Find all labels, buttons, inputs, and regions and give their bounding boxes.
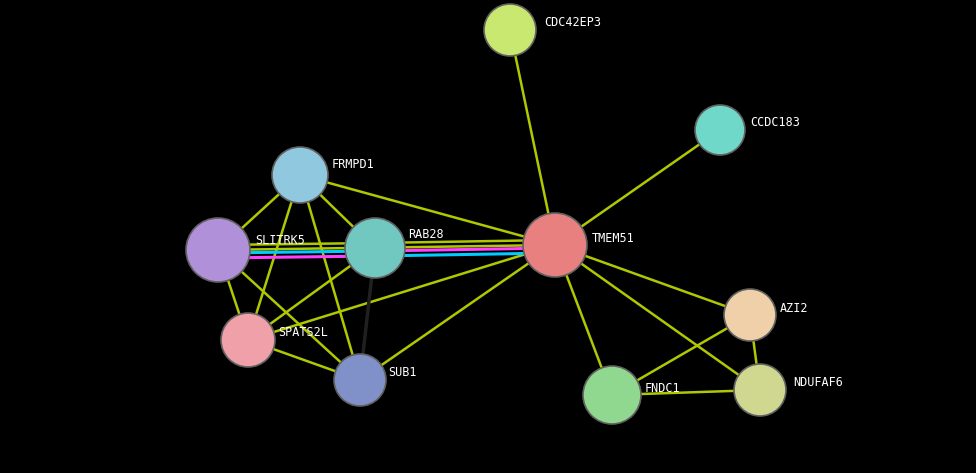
Ellipse shape: [724, 289, 776, 341]
Text: FNDC1: FNDC1: [645, 382, 680, 394]
Text: CDC42EP3: CDC42EP3: [544, 16, 601, 28]
Ellipse shape: [484, 4, 536, 56]
Ellipse shape: [523, 213, 587, 277]
Text: FRMPD1: FRMPD1: [332, 158, 375, 172]
Text: CCDC183: CCDC183: [750, 115, 800, 129]
Text: TMEM51: TMEM51: [592, 231, 634, 245]
Ellipse shape: [221, 313, 275, 367]
Text: SLITRK5: SLITRK5: [255, 234, 305, 246]
Text: AZI2: AZI2: [780, 301, 808, 315]
Ellipse shape: [186, 218, 250, 282]
Ellipse shape: [734, 364, 786, 416]
Ellipse shape: [334, 354, 386, 406]
Ellipse shape: [583, 366, 641, 424]
Ellipse shape: [272, 147, 328, 203]
Text: SPATS2L: SPATS2L: [278, 325, 328, 339]
Text: SUB1: SUB1: [388, 366, 417, 378]
Text: NDUFAF6: NDUFAF6: [793, 376, 843, 388]
Ellipse shape: [695, 105, 745, 155]
Ellipse shape: [345, 218, 405, 278]
Text: RAB28: RAB28: [408, 228, 444, 242]
